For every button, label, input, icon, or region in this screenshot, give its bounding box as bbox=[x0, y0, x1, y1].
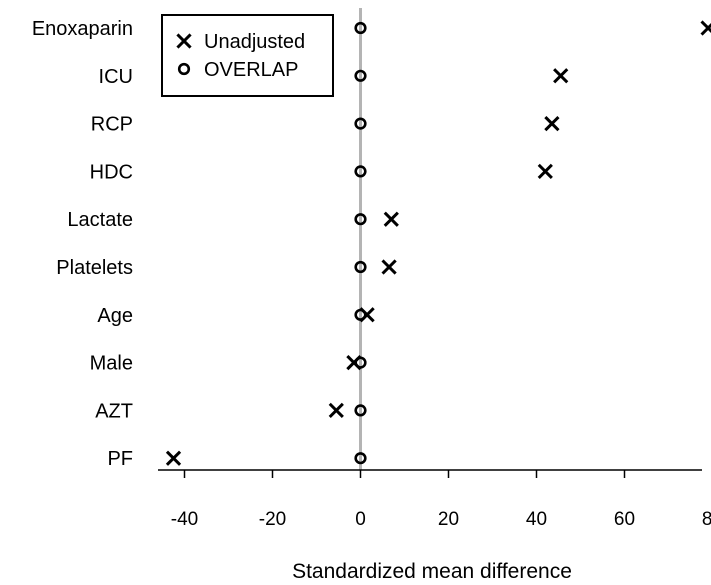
legend-label-unadjusted: Unadjusted bbox=[204, 31, 305, 53]
unadjusted-point-platelets bbox=[381, 259, 397, 275]
category-label-rcp: RCP bbox=[91, 114, 133, 136]
overlap-point-platelets bbox=[354, 260, 367, 274]
x-tick-label: 60 bbox=[614, 509, 635, 530]
x-tick-label: 80 bbox=[702, 509, 711, 530]
category-label-pf: PF bbox=[107, 448, 133, 470]
legend-box bbox=[161, 14, 334, 97]
overlap-point-icu bbox=[354, 69, 367, 82]
category-label-hdc: HDC bbox=[90, 161, 133, 183]
overlap-point-hdc bbox=[354, 165, 367, 178]
overlap-point-pf bbox=[354, 452, 367, 465]
category-labels: Enoxaparin ICU RCP HDC Lactate Platelets Age Ma… bbox=[32, 18, 133, 470]
legend: Unadjusted OVERLAP bbox=[161, 14, 334, 97]
x-tick-label: -20 bbox=[259, 509, 286, 530]
unadjusted-point-pf bbox=[165, 450, 182, 466]
unadjusted-point-enoxaparin bbox=[700, 20, 711, 36]
legend-circle-symbol bbox=[177, 62, 191, 76]
overlap-point-age bbox=[354, 308, 367, 321]
category-label-platelets: Platelets bbox=[56, 257, 133, 279]
x-axis: -40 -20 0 20 40 60 80 bbox=[158, 469, 711, 530]
x-axis-title: Standardized mean difference bbox=[292, 560, 572, 583]
x-tick-label: 0 bbox=[355, 509, 366, 530]
category-label-enoxaparin: Enoxaparin bbox=[32, 18, 133, 40]
overlap-point-male bbox=[354, 356, 367, 369]
legend-label-overlap: OVERLAP bbox=[204, 59, 298, 81]
category-label-age: Age bbox=[97, 305, 133, 327]
x-tick-label: 20 bbox=[438, 509, 459, 530]
category-label-icu: ICU bbox=[99, 66, 133, 88]
overlap-point-lactate bbox=[354, 213, 367, 226]
unadjusted-point-azt bbox=[328, 402, 344, 419]
category-label-azt: AZT bbox=[95, 400, 133, 422]
overlap-point-enoxaparin bbox=[354, 21, 367, 35]
unadjusted-point-lactate bbox=[383, 211, 399, 227]
overlap-point-azt bbox=[354, 404, 367, 417]
category-label-male: Male bbox=[90, 353, 133, 375]
overlap-point-rcp bbox=[354, 117, 367, 130]
data-marks bbox=[165, 20, 711, 466]
unadjusted-point-rcp bbox=[544, 115, 560, 132]
unadjusted-point-hdc bbox=[537, 163, 553, 180]
legend-cross-symbol bbox=[176, 33, 192, 49]
legend-circle-marker bbox=[177, 62, 191, 76]
x-tick-label: -40 bbox=[171, 509, 198, 530]
legend-cross-marker bbox=[176, 33, 192, 49]
category-label-lactate: Lactate bbox=[67, 209, 133, 231]
x-tick-label: 40 bbox=[526, 509, 547, 530]
unadjusted-point-icu bbox=[553, 68, 569, 84]
